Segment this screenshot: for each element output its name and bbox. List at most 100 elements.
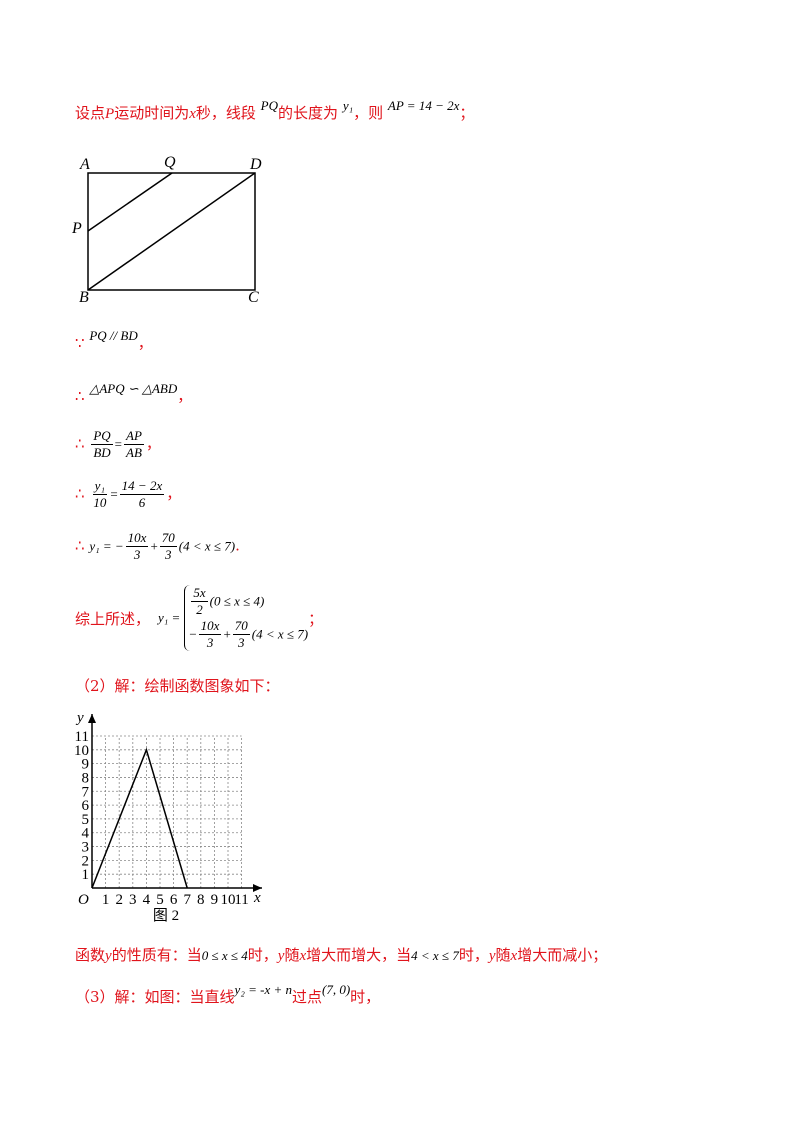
text: 运动时间为 — [114, 104, 190, 122]
segment-pq — [87, 172, 173, 232]
y-tick-label: 5 — [82, 812, 90, 828]
text: 随 — [495, 946, 511, 964]
step: ∵ PQ // BD， — [75, 328, 153, 353]
numerator: 14 − 2x — [119, 478, 165, 495]
x-tick-label: 3 — [129, 892, 137, 908]
rectangle-diagram — [87, 172, 256, 291]
therefore: ∴ — [75, 536, 85, 555]
y-tick-label: 7 — [82, 784, 90, 800]
x-tick-label: 6 — [170, 892, 178, 908]
plus: + — [223, 626, 231, 642]
text: ； — [459, 104, 475, 122]
numerator: 70 — [232, 618, 250, 635]
denominator: 2 — [196, 602, 203, 617]
numerator: AP — [124, 428, 144, 445]
step: ∴ y₁ = −10x 3 +70 3 (4 < x ≤ 7). — [75, 530, 240, 563]
text: ； — [308, 609, 324, 628]
y-axis-label: y — [75, 710, 84, 726]
text: ， — [137, 334, 153, 352]
equals: = — [114, 436, 123, 452]
text: 过点 — [291, 988, 322, 1006]
denominator: 3 — [238, 635, 245, 650]
text: 时， — [350, 988, 381, 1006]
x-tick-label: 1 — [102, 892, 110, 908]
text: 设点 — [75, 104, 106, 122]
point-label: D — [250, 156, 262, 173]
text: 秒，线段 — [195, 104, 256, 122]
point-label: C — [248, 289, 259, 306]
section-heading: （2）解：绘制函数图象如下： — [75, 677, 280, 695]
denominator: 3 — [165, 547, 172, 562]
math: AP = 14 − 2x — [387, 98, 460, 113]
var: y — [277, 948, 285, 964]
plus: + — [150, 538, 158, 554]
because: ∵ — [75, 334, 85, 352]
numerator: 10x — [198, 618, 222, 635]
x-tick-label: 2 — [115, 892, 123, 908]
numerator: 70 — [159, 530, 177, 547]
math: y₁ = − — [89, 538, 124, 554]
denominator: AB — [126, 445, 142, 460]
therefore: ∴ — [75, 387, 85, 405]
segment-bd — [87, 172, 256, 291]
text: ， — [177, 387, 193, 405]
condition: (0 ≤ x ≤ 4) — [209, 593, 265, 609]
math: (7, 0) — [322, 982, 351, 997]
x-tick-label: 8 — [197, 892, 205, 908]
text: 函数 — [75, 946, 106, 964]
y-arrow — [88, 714, 96, 723]
case: 5x 2 (0 ≤ x ≤ 4) — [189, 585, 308, 618]
point-label: B — [79, 289, 89, 306]
y-tick-label: 6 — [82, 798, 90, 814]
numerator: 5x — [191, 585, 208, 602]
point-label: P — [72, 220, 82, 237]
condition: (4 < x ≤ 7) — [178, 538, 236, 554]
math: y₁ = — [158, 610, 181, 625]
y-tick-label: 3 — [82, 840, 90, 856]
var: x — [299, 948, 307, 964]
fraction: y₁ 10 — [91, 478, 108, 511]
point-label: A — [80, 156, 90, 173]
x-tick-label: 9 — [211, 892, 219, 908]
math: y₂ = -x + n — [234, 982, 292, 997]
math: 0 ≤ x ≤ 4 — [201, 948, 248, 963]
therefore: ∴ — [75, 484, 85, 503]
numerator: PQ — [91, 428, 113, 445]
step: ∴ PQ BD = AP AB， — [75, 428, 161, 461]
y-tick-label: 1 — [82, 867, 90, 883]
denominator: 3 — [206, 635, 214, 650]
var: y — [105, 948, 112, 964]
math: y₁ — [342, 98, 354, 113]
text: 时， — [247, 946, 278, 964]
text: 随 — [284, 946, 300, 964]
text: 增大而减小； — [517, 946, 608, 964]
y-tick-label: 8 — [82, 770, 90, 786]
step: ∴ y₁ 10 = 14 − 2x 6， — [75, 478, 181, 511]
x-tick-label: 4 — [143, 892, 151, 908]
cases: 5x 2 (0 ≤ x ≤ 4) −10x 3 +70 3 (4 < x ≤ 7) — [184, 585, 308, 651]
text: . — [235, 536, 240, 555]
x-tick-label: 10 — [221, 892, 236, 908]
part3-line: （3）解：如图：当直线y₂ = -x + n过点(7, 0)时， — [75, 982, 381, 1007]
sign: − — [189, 626, 197, 642]
text: ，则 — [353, 104, 384, 122]
y-tick-label: 11 — [75, 729, 89, 745]
property-line: 函数y的性质有：当0 ≤ x ≤ 4时，y随x增大而增大，当4 < x ≤ 7时… — [75, 944, 607, 965]
fraction: 70 3 — [159, 530, 177, 563]
y-tick-label: 4 — [82, 826, 90, 842]
text: （3）解：如图：当直线 — [75, 988, 235, 1006]
text: 的性质有：当 — [111, 946, 202, 964]
var: P — [105, 106, 115, 122]
step: ∴ △APQ ∽ △ABD， — [75, 381, 193, 406]
origin-label: O — [78, 892, 89, 908]
y-tick-label: 9 — [82, 757, 90, 773]
math: PQ // BD — [89, 328, 138, 343]
equals: = — [110, 486, 118, 502]
fraction: 14 − 2x 6 — [119, 478, 165, 511]
text: 时， — [458, 946, 489, 964]
text: 综上所述， — [75, 609, 151, 628]
var: y — [488, 948, 496, 964]
condition: (4 < x ≤ 7) — [251, 626, 309, 642]
